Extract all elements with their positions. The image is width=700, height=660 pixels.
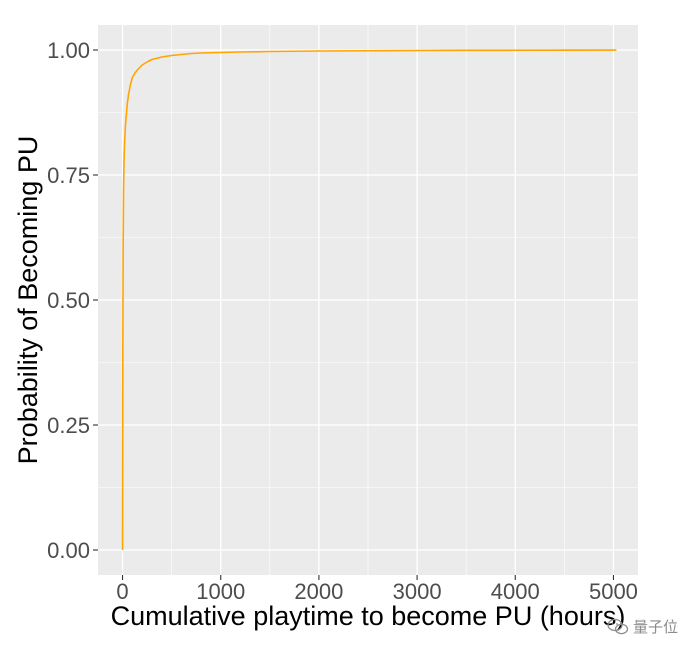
watermark: 量子位 bbox=[607, 616, 678, 637]
y-axis-title: Probability of Becoming PU bbox=[13, 136, 43, 465]
x-tick-label: 5000 bbox=[589, 579, 638, 604]
x-tick-label: 2000 bbox=[294, 579, 343, 604]
x-tick-label: 4000 bbox=[491, 579, 540, 604]
x-axis-title: Cumulative playtime to become PU (hours) bbox=[111, 601, 626, 631]
y-tick-label: 0.75 bbox=[47, 163, 90, 188]
y-tick-label: 0.50 bbox=[47, 288, 90, 313]
series-line bbox=[121, 49, 617, 551]
x-tick-label: 1000 bbox=[196, 579, 245, 604]
wechat-icon bbox=[607, 618, 629, 636]
y-tick-label: 0.25 bbox=[47, 413, 90, 438]
series-layer bbox=[121, 49, 617, 551]
y-axis: 0.00 0.25 0.50 0.75 1.00 bbox=[47, 38, 98, 563]
watermark-text: 量子位 bbox=[632, 618, 678, 636]
y-tick-label: 0.00 bbox=[47, 538, 90, 563]
y-tick-label: 1.00 bbox=[47, 38, 90, 63]
x-axis: 0 1000 2000 3000 4000 5000 bbox=[116, 575, 638, 604]
x-tick-label: 3000 bbox=[393, 579, 442, 604]
x-tick-label: 0 bbox=[116, 579, 128, 604]
